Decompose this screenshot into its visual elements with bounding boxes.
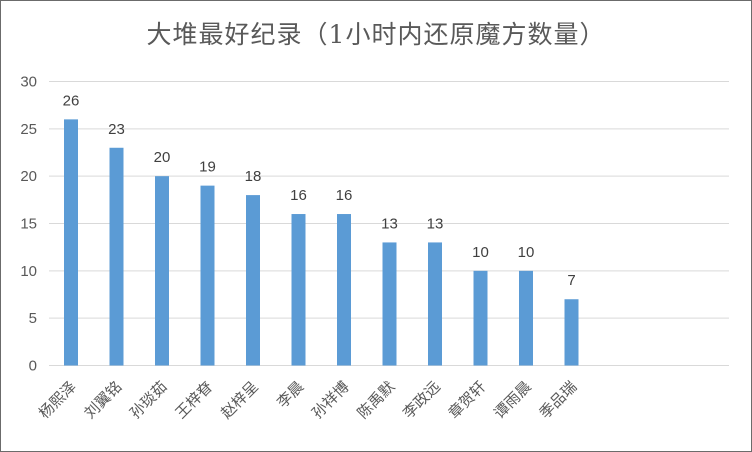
data-label: 20 [154,149,171,166]
x-category-label: 孙琰茹 [126,378,171,423]
bar [64,119,78,366]
bar [246,195,260,366]
data-label: 23 [108,121,125,138]
chart-title: 大堆最好纪录（1小时内还原魔方数量） [146,20,606,49]
bar [109,147,124,366]
y-tick-label: 15 [20,216,37,233]
data-label: 26 [63,92,80,109]
data-label: 16 [336,187,353,204]
x-category-label: 赵梓呈 [217,378,262,423]
bar [200,185,215,366]
bar [337,214,351,366]
x-category-label: 李政远 [399,378,444,423]
x-category-label: 谭雨晨 [490,378,535,423]
x-category-label: 王梓眘 [172,378,217,423]
data-labels: 26 23 20 19 18 16 16 13 13 10 10 7 [63,92,576,289]
data-label: 10 [472,244,489,261]
bars [64,119,579,366]
data-label: 19 [199,159,216,176]
data-label: 13 [381,215,398,232]
data-label: 18 [245,168,262,185]
y-tick-label: 0 [29,358,37,375]
y-tick-label: 10 [20,263,37,280]
bar [519,270,533,366]
x-category-label: 陈禹默 [354,378,399,423]
y-tick-label: 25 [20,121,37,138]
y-tick-label: 30 [20,74,37,91]
y-axis: 0 5 10 15 20 25 30 [20,74,37,375]
x-category-label: 章贺轩 [445,378,490,423]
y-tick-label: 5 [29,310,37,327]
x-category-label: 李晨 [273,378,307,412]
x-axis: 杨熙泽 刘翼铭 孙琰茹 王梓眘 赵梓呈 李晨 孙祥博 陈禹默 李政远 章贺轩 谭雨晨 季品瑞 [35,378,580,423]
x-category-label: 季品瑞 [536,378,581,423]
y-tick-label: 20 [20,168,37,185]
bar [428,242,442,366]
x-category-label: 孙祥博 [308,378,353,423]
bar [291,214,306,366]
data-label: 16 [290,187,307,204]
data-label: 13 [427,215,444,232]
bar [473,270,488,366]
data-label: 7 [567,272,575,289]
data-label: 10 [518,244,535,261]
x-category-label: 刘翼铭 [81,378,126,423]
bar [564,299,579,366]
bar [155,176,169,366]
x-category-label: 杨熙泽 [35,378,80,423]
bar [382,242,397,366]
